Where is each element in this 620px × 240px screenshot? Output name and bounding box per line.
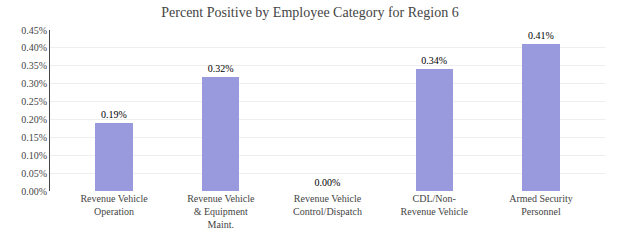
svg-text:Revenue VehicleControl/Dispatc: Revenue VehicleControl/Dispatch bbox=[293, 193, 362, 217]
svg-text:0.19%: 0.19% bbox=[101, 109, 127, 120]
svg-text:0.25%: 0.25% bbox=[21, 96, 47, 107]
svg-text:0.45%: 0.45% bbox=[21, 25, 47, 36]
svg-text:0.34%: 0.34% bbox=[421, 55, 447, 66]
svg-text:0.00%: 0.00% bbox=[21, 186, 47, 197]
svg-text:Armed SecurityPersonnel: Armed SecurityPersonnel bbox=[509, 193, 573, 217]
svg-text:Percent Positive by Employee C: Percent Positive by Employee Category fo… bbox=[161, 5, 458, 20]
svg-text:0.30%: 0.30% bbox=[21, 78, 47, 89]
svg-text:0.20%: 0.20% bbox=[21, 114, 47, 125]
svg-text:0.40%: 0.40% bbox=[21, 42, 47, 53]
svg-text:0.41%: 0.41% bbox=[528, 30, 554, 41]
svg-text:CDL/Non-Revenue Vehicle: CDL/Non-Revenue Vehicle bbox=[401, 193, 469, 217]
svg-text:Revenue Vehicle& EquipmentMain: Revenue Vehicle& EquipmentMaint. bbox=[187, 193, 255, 230]
svg-text:Revenue VehicleOperation: Revenue VehicleOperation bbox=[80, 193, 148, 217]
svg-text:0.05%: 0.05% bbox=[21, 168, 47, 179]
svg-text:0.00%: 0.00% bbox=[315, 177, 341, 188]
svg-text:0.35%: 0.35% bbox=[21, 60, 47, 71]
svg-text:0.32%: 0.32% bbox=[208, 63, 234, 74]
svg-text:0.15%: 0.15% bbox=[21, 132, 47, 143]
svg-text:0.10%: 0.10% bbox=[21, 150, 47, 161]
